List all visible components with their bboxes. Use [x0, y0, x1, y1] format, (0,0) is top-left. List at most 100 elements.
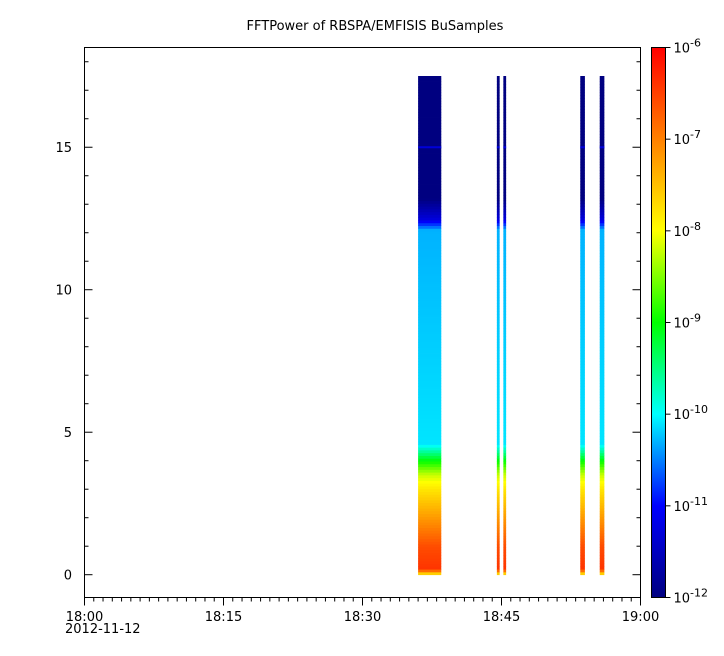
x-axis: 18:00 18:15 18:30 18:45 19:00	[66, 597, 659, 625]
spectrogram-cell	[496, 466, 500, 470]
spectrogram-cell	[503, 139, 507, 143]
spectrogram-cell	[580, 206, 585, 210]
spectrogram-cell	[599, 386, 605, 390]
spectrogram-cell	[496, 139, 500, 143]
spectrogram-cell	[503, 447, 507, 451]
spectrogram-cell	[418, 81, 442, 85]
spectrogram-cell	[503, 433, 507, 437]
spectrogram-cell	[496, 516, 500, 520]
spectrogram-cell	[496, 136, 500, 141]
spectrogram-cell	[503, 394, 507, 398]
spectrogram-cell	[503, 308, 507, 312]
spectrogram-cell	[418, 425, 442, 429]
chart-title: FFTPower of RBSPA/EMFISIS BuSamples	[247, 19, 504, 34]
spectrogram-cell	[580, 497, 585, 501]
spectrogram-cell	[599, 571, 605, 576]
spectrogram-segment	[599, 76, 605, 576]
spectrogram-cell	[580, 81, 585, 85]
spectrogram-cell	[599, 375, 605, 379]
spectrogram-cell	[503, 197, 507, 202]
spectrogram-cell	[418, 350, 442, 354]
spectrogram-cell	[580, 167, 585, 171]
spectrogram-cell	[418, 466, 442, 470]
spectrogram-cell	[496, 452, 500, 456]
spectrogram-cell	[580, 386, 585, 390]
spectrogram-cell	[418, 203, 442, 207]
spectrogram-cell	[599, 272, 605, 276]
spectrogram-cell	[418, 297, 442, 301]
spectrogram-cell	[503, 427, 507, 432]
spectrogram-cell	[599, 366, 605, 371]
spectrogram-cell	[418, 339, 442, 343]
spectrogram-cell	[496, 203, 500, 207]
spectrogram-cell	[503, 386, 507, 390]
spectrogram-cell	[418, 452, 442, 456]
spectrogram-cell	[496, 552, 500, 556]
spectrogram-cell	[503, 142, 507, 146]
spectrogram-cell	[503, 131, 507, 135]
spectrogram-cell	[503, 389, 507, 393]
spectrogram-cell	[418, 328, 442, 332]
spectrogram-cell	[503, 508, 507, 512]
spectrogram-cell	[496, 267, 500, 271]
spectrogram-cell	[599, 469, 605, 473]
spectrogram-segment	[503, 76, 507, 576]
x-tick-label: 19:00	[622, 610, 659, 625]
spectrogram-cell	[418, 167, 442, 171]
x-date-label: 2012-11-12	[65, 622, 141, 637]
spectrogram-cell	[418, 533, 442, 537]
spectrogram-cell	[418, 264, 442, 268]
spectrogram-cell	[418, 231, 442, 235]
spectrogram-cell	[496, 195, 500, 199]
spectrogram-cell	[503, 148, 507, 152]
spectrogram-cell	[599, 560, 605, 565]
spectrogram-cell	[496, 530, 500, 534]
spectrogram-cell	[496, 184, 500, 188]
spectrogram-cell	[496, 444, 500, 448]
spectrogram-cell	[503, 192, 507, 196]
spectrogram-cell	[418, 308, 442, 312]
spectrogram-cell	[580, 527, 585, 531]
spectrogram-cell	[599, 311, 605, 315]
spectrogram-cell	[496, 208, 500, 213]
spectrogram-cell	[580, 297, 585, 301]
spectrogram-cell	[496, 414, 500, 418]
spectrogram-cell	[599, 292, 605, 296]
spectrogram-cell	[496, 286, 500, 290]
y-tick-label: 5	[64, 426, 72, 441]
spectrogram-cell	[503, 81, 507, 85]
spectrogram-cell	[496, 281, 500, 285]
spectrogram-cell	[503, 416, 507, 420]
spectrogram-cell	[418, 200, 442, 204]
spectrogram-cell	[496, 458, 500, 462]
spectrogram-cell	[580, 328, 585, 332]
spectrogram-cell	[418, 175, 442, 179]
spectrogram-cell	[599, 544, 605, 548]
spectrogram-cell	[496, 377, 500, 382]
spectrogram-cell	[418, 458, 442, 462]
spectrogram-cell	[503, 377, 507, 382]
spectrogram-cell	[580, 197, 585, 202]
spectrogram-cell	[599, 275, 605, 279]
spectrogram-cell	[418, 355, 442, 359]
spectrogram-cell	[496, 358, 500, 362]
spectrogram-cell	[496, 463, 500, 468]
spectrogram-cell	[496, 112, 500, 116]
spectrogram-cell	[503, 519, 507, 523]
spectrogram-cell	[503, 289, 507, 293]
spectrogram-cell	[418, 106, 442, 110]
spectrogram-cell	[599, 200, 605, 204]
spectrogram-cell	[496, 350, 500, 354]
spectrogram-cell	[418, 353, 442, 357]
spectrogram-cell	[599, 281, 605, 285]
spectrogram-cell	[496, 322, 500, 326]
spectrogram-cell	[418, 372, 442, 376]
spectrogram-cell	[496, 192, 500, 196]
spectrogram-cell	[503, 558, 507, 562]
spectrogram-cell	[503, 106, 507, 110]
spectrogram-cell	[503, 560, 507, 565]
spectrogram-cell	[580, 480, 585, 484]
spectrogram-cell	[496, 159, 500, 163]
spectrogram-cell	[599, 369, 605, 373]
spectrogram-cell	[418, 239, 442, 243]
